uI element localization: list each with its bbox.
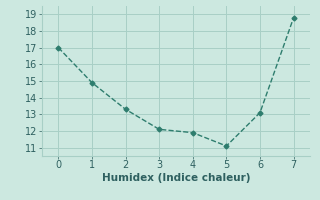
X-axis label: Humidex (Indice chaleur): Humidex (Indice chaleur) <box>102 173 250 183</box>
